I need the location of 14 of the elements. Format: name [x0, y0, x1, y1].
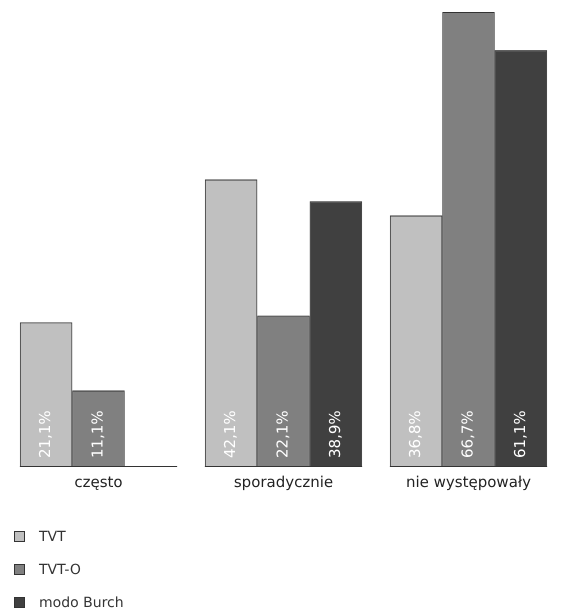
x-tick-label: sporadycznie: [234, 472, 334, 491]
x-tick-label: często: [74, 472, 123, 491]
data-label: 21,1%: [36, 410, 54, 458]
data-label: 66,7%: [458, 410, 476, 458]
data-label: 11,1%: [88, 410, 106, 458]
data-label: 42,1%: [220, 410, 239, 458]
data-label: 61,1%: [510, 410, 529, 458]
legend-label: TVT: [39, 528, 66, 544]
data-label: 22,1%: [273, 410, 292, 458]
x-tick-label: nie występowały: [406, 472, 532, 491]
data-label: 38,9%: [326, 410, 344, 458]
data-label: 36,8%: [406, 410, 424, 458]
legend-label: modo Burch: [39, 594, 124, 610]
legend-label: TVT-O: [39, 562, 81, 578]
